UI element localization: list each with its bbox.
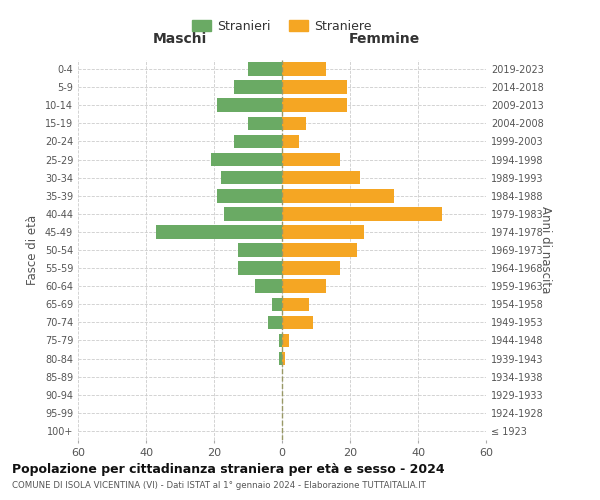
Bar	[248, 62, 282, 76]
Y-axis label: Fasce di età: Fasce di età	[26, 215, 39, 285]
Bar	[278, 334, 282, 347]
Bar	[282, 334, 289, 347]
Bar	[282, 352, 286, 366]
Bar	[211, 152, 282, 166]
Legend: Stranieri, Straniere: Stranieri, Straniere	[186, 14, 378, 40]
Text: Femmine: Femmine	[349, 32, 419, 46]
Bar	[282, 207, 442, 220]
Bar	[282, 280, 326, 293]
Bar	[282, 298, 309, 311]
Bar	[282, 134, 299, 148]
Bar	[282, 80, 347, 94]
Bar	[282, 171, 360, 184]
Text: Maschi: Maschi	[153, 32, 207, 46]
Bar	[268, 316, 282, 329]
Bar	[282, 116, 306, 130]
Text: Popolazione per cittadinanza straniera per età e sesso - 2024: Popolazione per cittadinanza straniera p…	[12, 462, 445, 475]
Bar	[282, 98, 347, 112]
Bar	[282, 189, 394, 202]
Bar	[235, 80, 282, 94]
Bar	[282, 225, 364, 238]
Bar	[282, 62, 326, 76]
Bar	[248, 116, 282, 130]
Bar	[282, 152, 340, 166]
Bar	[156, 225, 282, 238]
Y-axis label: Anni di nascita: Anni di nascita	[539, 206, 552, 294]
Bar	[221, 171, 282, 184]
Bar	[272, 298, 282, 311]
Bar	[282, 243, 357, 257]
Bar	[255, 280, 282, 293]
Bar	[278, 352, 282, 366]
Bar	[217, 98, 282, 112]
Bar	[238, 243, 282, 257]
Bar	[282, 262, 340, 275]
Text: COMUNE DI ISOLA VICENTINA (VI) - Dati ISTAT al 1° gennaio 2024 - Elaborazione TU: COMUNE DI ISOLA VICENTINA (VI) - Dati IS…	[12, 481, 426, 490]
Bar	[217, 189, 282, 202]
Bar	[238, 262, 282, 275]
Bar	[224, 207, 282, 220]
Bar	[235, 134, 282, 148]
Bar	[282, 316, 313, 329]
